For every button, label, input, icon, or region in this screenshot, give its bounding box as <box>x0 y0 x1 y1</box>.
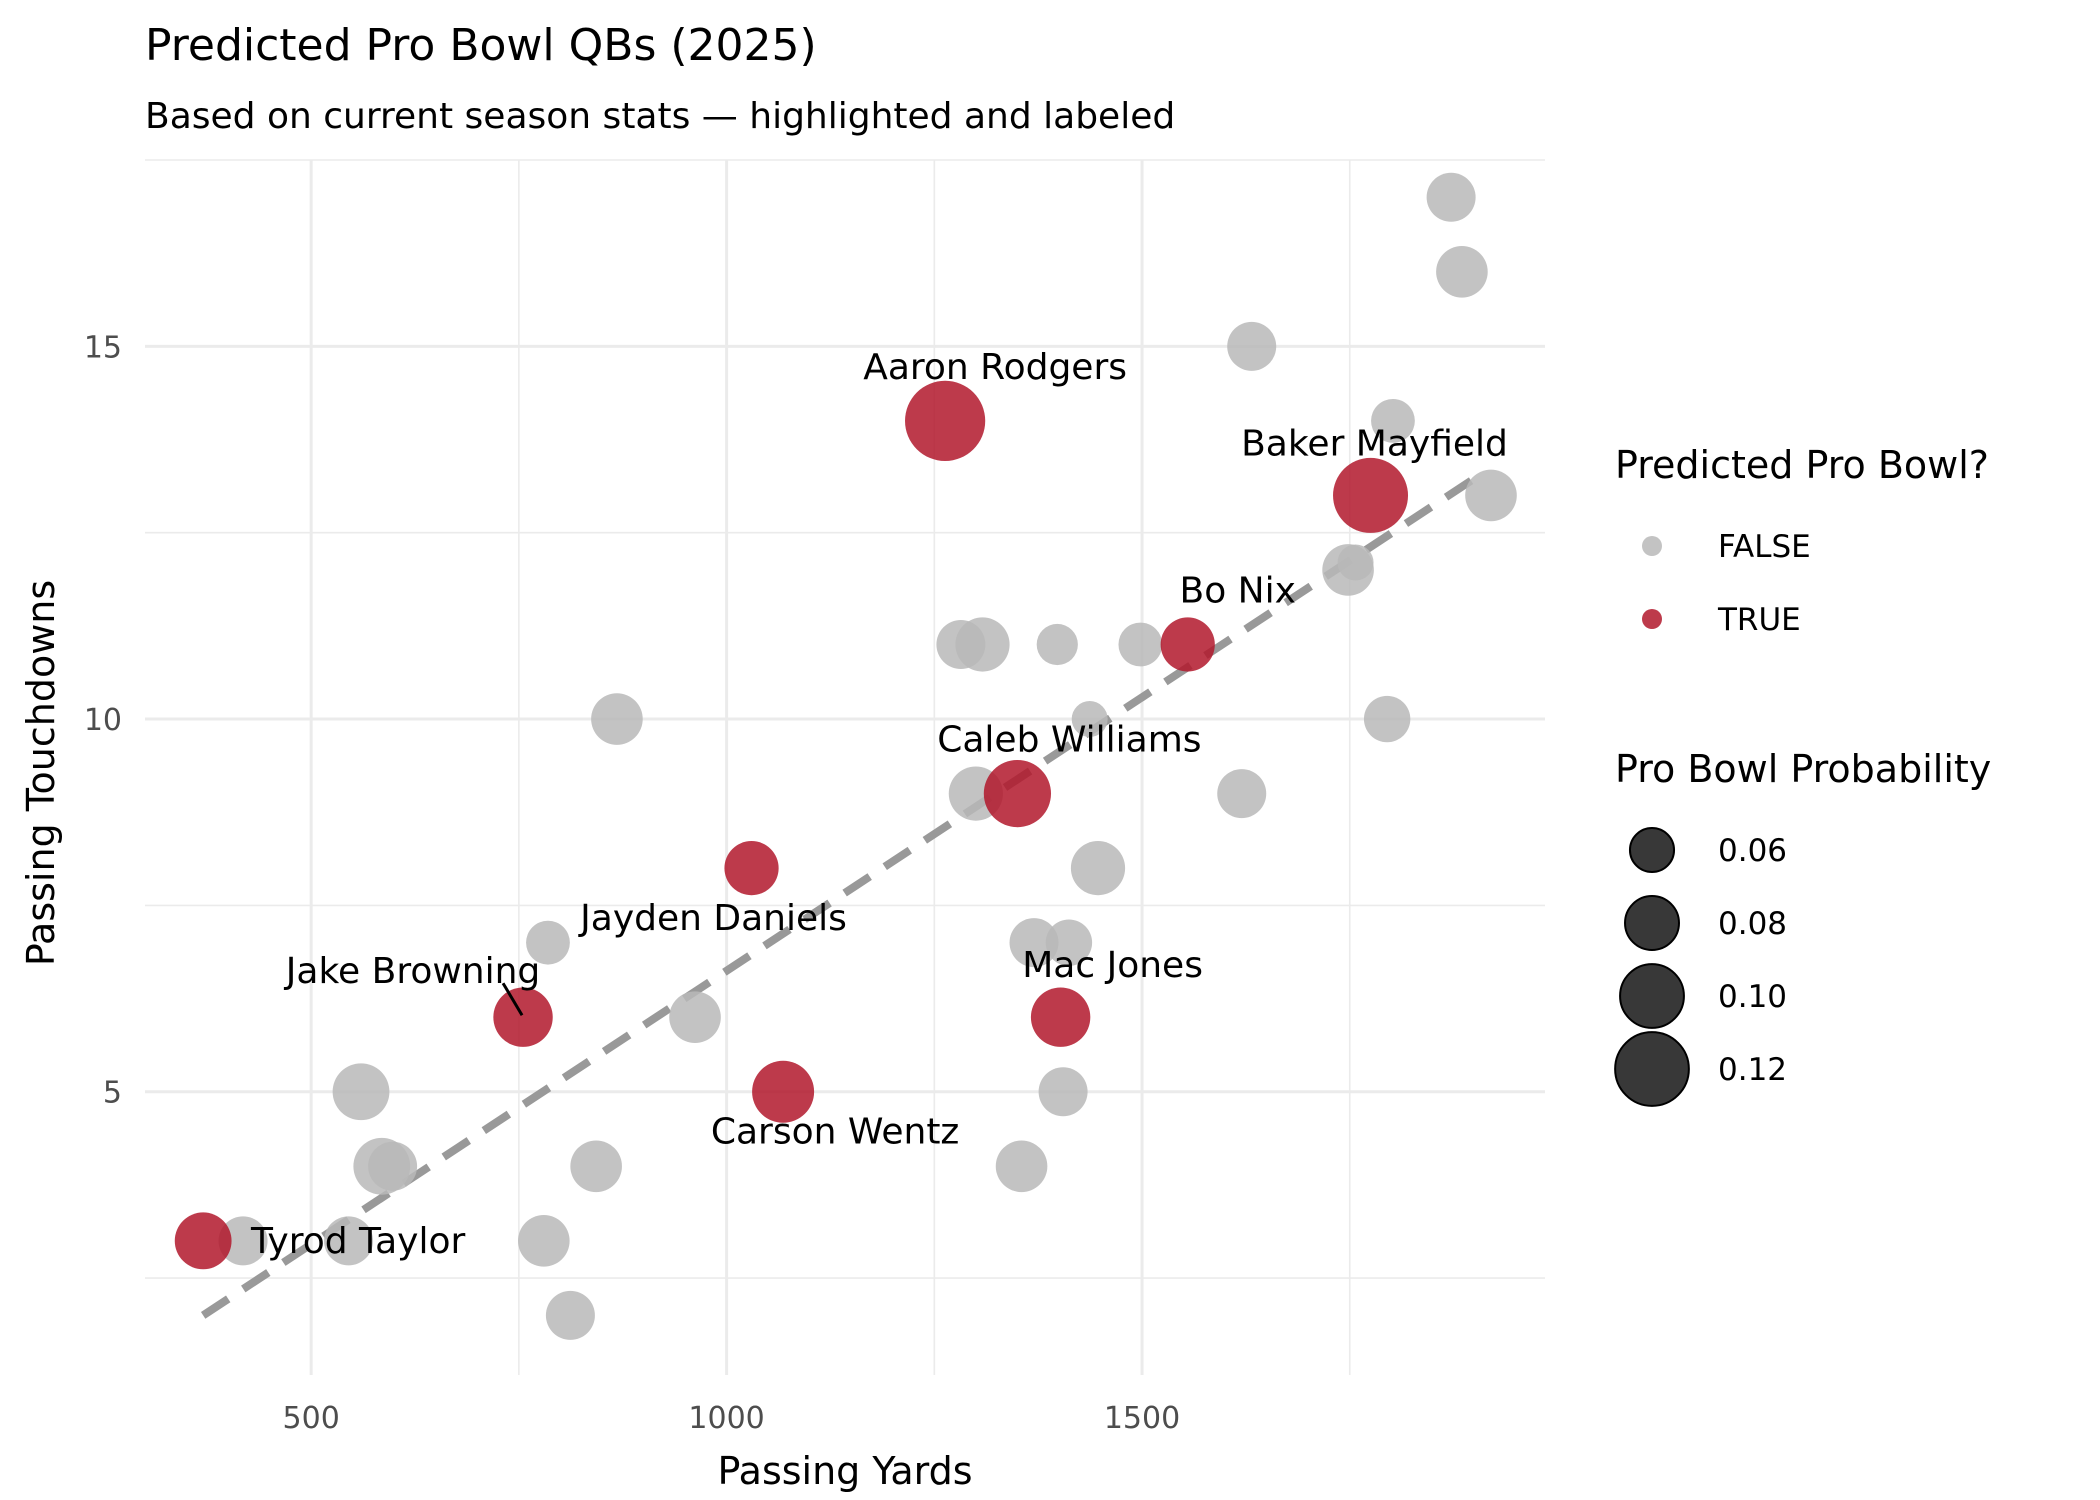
pro-bowl-point <box>493 987 553 1047</box>
x-tick-label: 500 <box>283 1401 340 1436</box>
trend-line-layer <box>200 469 1485 1319</box>
point-label: Jayden Daniels <box>578 898 847 939</box>
data-point <box>1036 623 1078 666</box>
pro-bowl-point <box>983 759 1052 828</box>
data-point <box>669 991 721 1044</box>
pro-bowl-point <box>174 1212 232 1270</box>
x-axis-title: Passing Yards <box>717 1449 972 1493</box>
data-points <box>174 172 1517 1340</box>
point-label: Jake Browning <box>284 951 541 992</box>
data-point <box>1217 769 1267 819</box>
data-point <box>1227 321 1277 371</box>
legend-size-label: 0.06 <box>1718 833 1787 869</box>
legend-size-label: 0.10 <box>1718 979 1787 1015</box>
point-label: Caleb Williams <box>937 720 1201 761</box>
pro-bowl-point <box>1030 987 1091 1047</box>
legend-pro-bowl-probability: Pro Bowl Probability 0.06 0.08 0.10 0.12 <box>1614 747 1991 1107</box>
pro-bowl-point <box>1333 457 1409 533</box>
data-point <box>526 920 570 965</box>
legend-size-key <box>1619 963 1685 1029</box>
data-point <box>1009 918 1059 968</box>
data-point <box>995 1140 1048 1193</box>
data-point <box>332 1063 390 1121</box>
legend-predicted-pro-bowl: Predicted Pro Bowl? FALSE TRUE <box>1615 443 1989 638</box>
pro-bowl-point <box>1160 617 1215 672</box>
data-point <box>218 1216 268 1266</box>
point-labels: Tyrod Taylor Jake Browning Jayden Daniels C… <box>250 347 1508 1262</box>
data-point <box>1363 695 1411 743</box>
x-tick-label: 1500 <box>1104 1401 1180 1436</box>
legend-color-label: TRUE <box>1717 602 1801 638</box>
data-point <box>570 1140 622 1193</box>
data-point <box>545 1290 595 1340</box>
data-point <box>518 1215 570 1267</box>
point-label: Tyrod Taylor <box>250 1221 465 1262</box>
data-point <box>368 1141 418 1191</box>
legend-color-key <box>1642 536 1662 556</box>
pro-bowl-point <box>752 1060 815 1123</box>
point-label: Baker Mayfield <box>1241 423 1508 464</box>
legend-size-key <box>1624 895 1680 951</box>
chart-title: Predicted Pro Bowl QBs (2025) <box>145 20 817 71</box>
grid <box>145 159 1545 1375</box>
data-point <box>1045 919 1093 966</box>
y-tick-label: 5 <box>103 1076 122 1111</box>
legend-size-label: 0.12 <box>1718 1052 1787 1088</box>
data-point <box>1426 172 1476 222</box>
pro-bowl-point <box>905 380 986 461</box>
label-connector <box>501 982 524 1016</box>
y-tick-label: 10 <box>84 703 122 738</box>
x-tick-label: 1000 <box>688 1401 764 1436</box>
data-point <box>1436 246 1488 298</box>
legend-size-key <box>1628 826 1676 874</box>
trend-line <box>200 469 1485 1319</box>
point-label: Bo Nix <box>1180 571 1296 612</box>
y-axis-title: Passing Touchdowns <box>19 580 63 966</box>
pro-bowl-point <box>724 841 779 896</box>
point-label: Carson Wentz <box>711 1112 960 1153</box>
legend-color-key <box>1642 609 1662 629</box>
data-point <box>1337 544 1374 581</box>
legend-size-title: Pro Bowl Probability <box>1615 747 1991 791</box>
point-label: Aaron Rodgers <box>863 347 1127 388</box>
legend-size-key <box>1614 1031 1690 1107</box>
legend-color-label: FALSE <box>1718 529 1811 565</box>
axes: 500 1000 1500 5 10 15 <box>84 330 1180 1436</box>
data-point <box>1118 622 1163 667</box>
data-point <box>1071 701 1108 738</box>
chart-subtitle: Based on current season stats — highligh… <box>145 96 1175 137</box>
data-point <box>1371 398 1415 443</box>
data-point <box>1070 841 1126 896</box>
legend-color-title: Predicted Pro Bowl? <box>1615 443 1989 487</box>
y-tick-label: 15 <box>84 330 122 365</box>
data-point <box>1038 1067 1088 1117</box>
data-point <box>591 693 643 745</box>
data-point <box>324 1216 374 1266</box>
data-point <box>955 617 1010 672</box>
data-point <box>1465 469 1517 522</box>
legend-size-label: 0.08 <box>1718 906 1787 942</box>
point-label: Mac Jones <box>1022 945 1203 986</box>
